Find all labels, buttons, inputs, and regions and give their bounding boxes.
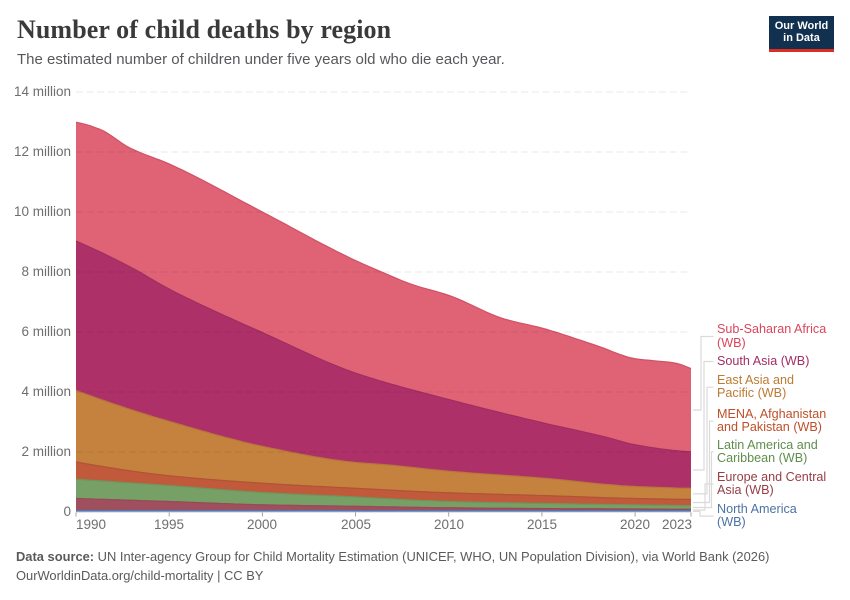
svg-text:2005: 2005 bbox=[341, 517, 371, 532]
svg-text:2020: 2020 bbox=[620, 517, 650, 532]
svg-text:2015: 2015 bbox=[527, 517, 557, 532]
svg-text:2023: 2023 bbox=[662, 517, 692, 532]
svg-text:14 million: 14 million bbox=[14, 84, 71, 99]
svg-text:2000: 2000 bbox=[247, 517, 277, 532]
svg-text:2 million: 2 million bbox=[21, 444, 71, 459]
svg-text:8 million: 8 million bbox=[21, 264, 71, 279]
svg-text:12 million: 12 million bbox=[14, 144, 71, 159]
svg-text:4 million: 4 million bbox=[21, 384, 71, 399]
svg-text:1990: 1990 bbox=[76, 517, 106, 532]
svg-text:0: 0 bbox=[63, 504, 71, 519]
svg-text:10 million: 10 million bbox=[14, 204, 71, 219]
svg-text:1995: 1995 bbox=[154, 517, 184, 532]
svg-text:2010: 2010 bbox=[434, 517, 464, 532]
svg-text:6 million: 6 million bbox=[21, 324, 71, 339]
